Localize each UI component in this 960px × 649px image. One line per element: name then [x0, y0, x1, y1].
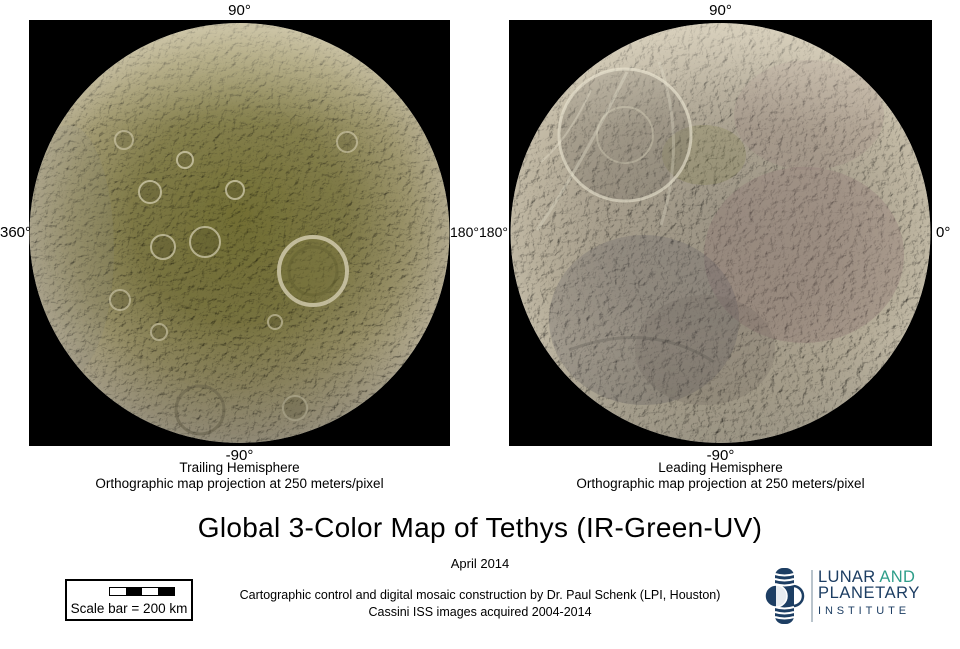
- leading-caption-detail: Orthographic map projection at 250 meter…: [576, 476, 865, 491]
- trailing-caption-detail: Orthographic map projection at 250 meter…: [95, 476, 384, 491]
- logo-divider: [811, 570, 813, 622]
- logo-wordmark: LUNAR AND PLANETARY INSTITUTE: [818, 569, 920, 619]
- trailing-caption-title: Trailing Hemisphere: [179, 460, 300, 475]
- leading-bottom-latitude-label: -90°: [706, 447, 735, 464]
- figure-title: Global 3-Color Map of Tethys (IR-Green-U…: [197, 512, 763, 543]
- leading-hemisphere-globe: [510, 23, 931, 443]
- logo-word-institute: INSTITUTE: [818, 605, 910, 617]
- logo-word-and: AND: [879, 568, 916, 586]
- figure-date: April 2014: [450, 556, 510, 571]
- scale-bar-segment: [142, 588, 158, 595]
- leading-right-longitude-label: 0°: [936, 224, 951, 241]
- scale-bar-segment: [126, 588, 142, 595]
- trailing-top-latitude-label: 90°: [228, 2, 251, 19]
- leading-hemisphere-panel: [509, 20, 932, 446]
- scale-bar-label: Scale bar = 200 km: [70, 601, 188, 616]
- trailing-hemisphere-panel: [29, 20, 450, 446]
- trailing-right-longitude-label: 180°: [450, 224, 479, 240]
- scale-bar-segment: [110, 588, 126, 595]
- scale-bar: [109, 587, 175, 596]
- leading-caption-title: Leading Hemisphere: [658, 460, 783, 475]
- credit-line-2: Cassini ISS images acquired 2004-2014: [368, 605, 592, 619]
- logo-word-planetary: PLANETARY: [818, 584, 920, 602]
- scale-bar-box: Scale bar = 200 km: [65, 579, 193, 621]
- trailing-hemisphere-globe: [29, 23, 450, 443]
- trailing-bottom-latitude-label: -90°: [225, 447, 254, 464]
- logo-word-lunar: LUNAR: [818, 568, 876, 586]
- scale-bar-segment: [158, 588, 174, 595]
- lpi-logo: LUNAR AND PLANETARY INSTITUTE: [757, 566, 959, 626]
- credit-line-1: Cartographic control and digital mosaic …: [239, 588, 721, 602]
- lpi-eclipse-icon: [764, 568, 805, 624]
- leading-top-latitude-label: 90°: [709, 2, 732, 19]
- trailing-left-longitude-label: 360°: [0, 224, 32, 241]
- leading-left-longitude-label: 180°: [479, 224, 508, 240]
